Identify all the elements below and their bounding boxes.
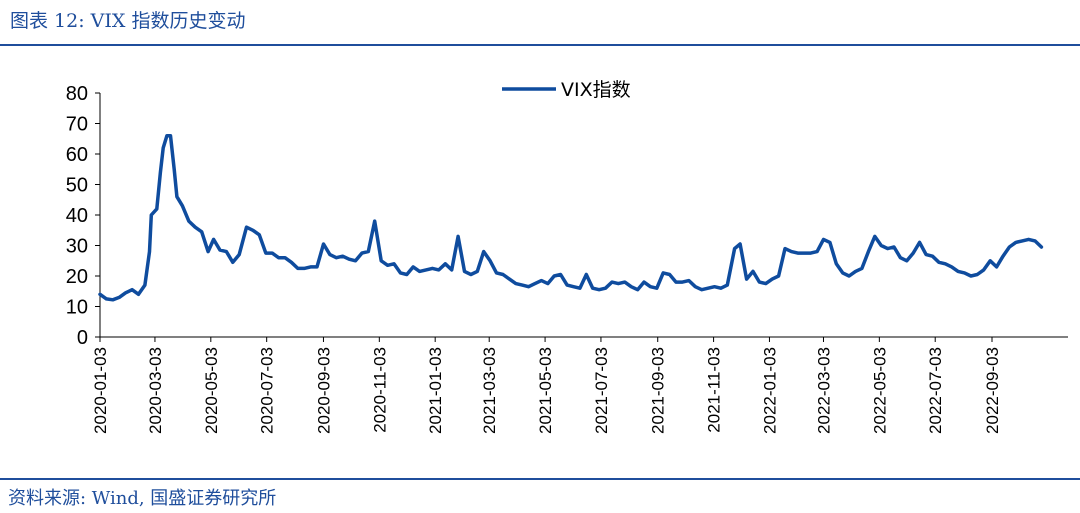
series-line-vix bbox=[98, 133, 1044, 302]
x-tick-label: 2021-05-03 bbox=[536, 347, 555, 434]
y-tick-label: 40 bbox=[66, 205, 88, 227]
figure-title: 图表 12: VIX 指数历史变动 bbox=[10, 10, 246, 32]
y-tick-label: 20 bbox=[66, 266, 88, 288]
y-tick-label: 70 bbox=[66, 114, 88, 136]
x-tick-label: 2021-03-03 bbox=[480, 347, 499, 434]
x-tick-label: 2021-07-03 bbox=[592, 347, 611, 434]
x-tick-label: 2022-01-03 bbox=[760, 347, 779, 434]
series-layer bbox=[98, 133, 1044, 302]
x-tick-label: 2022-09-03 bbox=[983, 347, 1002, 434]
y-tick-label: 10 bbox=[66, 297, 88, 319]
source-note: 资料来源: Wind, 国盛证券研究所 bbox=[8, 488, 277, 509]
x-axis: 2020-01-03 2020-03-03 2020-05-03 2020-07-03… bbox=[91, 336, 1068, 434]
x-tick-label: 2022-05-03 bbox=[870, 347, 889, 434]
y-tick-label: 50 bbox=[66, 175, 88, 197]
y-axis: 0 10 20 30 40 50 60 70 80 bbox=[66, 83, 101, 349]
y-tick-label: 80 bbox=[66, 83, 88, 105]
x-tick-label: 2022-07-03 bbox=[926, 347, 945, 434]
x-tick-label: 2020-07-03 bbox=[258, 347, 277, 434]
x-tick-label: 2020-01-03 bbox=[91, 347, 110, 434]
legend: VIX指数 bbox=[502, 79, 631, 101]
y-tick-label: 60 bbox=[66, 144, 88, 166]
y-tick-label: 0 bbox=[77, 327, 88, 349]
x-tick-label: 2022-03-03 bbox=[814, 347, 833, 434]
x-tick-label: 2020-09-03 bbox=[314, 347, 333, 434]
y-tick-label: 30 bbox=[66, 236, 88, 258]
x-tick-label: 2021-09-03 bbox=[649, 347, 668, 434]
bottom-rule bbox=[0, 478, 1080, 480]
legend-label: VIX指数 bbox=[561, 79, 631, 101]
top-rule bbox=[0, 44, 1080, 46]
x-tick-label: 2021-01-03 bbox=[426, 347, 445, 434]
x-tick-label: 2020-05-03 bbox=[202, 347, 221, 434]
x-tick-label: 2020-03-03 bbox=[146, 347, 165, 434]
x-tick-label: 2021-11-03 bbox=[705, 347, 724, 433]
x-tick-label: 2020-11-03 bbox=[370, 347, 389, 433]
